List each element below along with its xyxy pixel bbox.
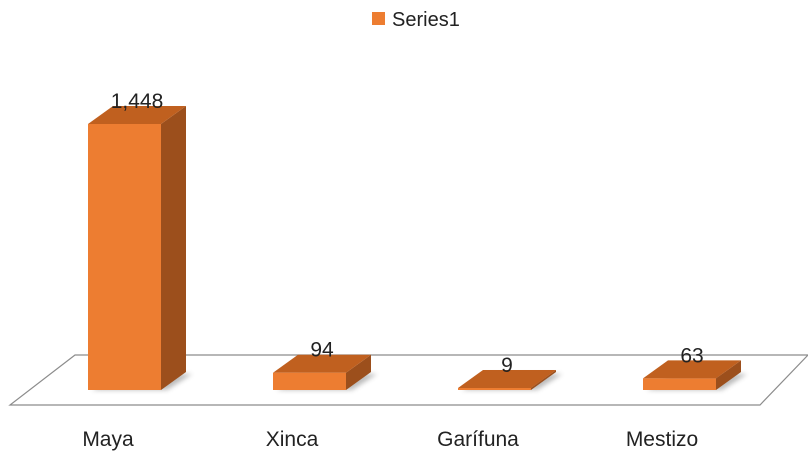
bar-garífuna bbox=[458, 370, 562, 390]
data-label: 63 bbox=[680, 344, 703, 367]
bars-layer bbox=[88, 106, 747, 390]
data-label: 1,448 bbox=[111, 90, 164, 113]
bar-side bbox=[161, 106, 186, 390]
bar-front bbox=[643, 378, 716, 390]
labels-layer: 1,448 Maya 94 Xinca 9 Garífuna 63 Mestizo bbox=[82, 90, 703, 451]
bar-top bbox=[643, 360, 741, 379]
legend: Series1 bbox=[372, 9, 460, 31]
bar-front bbox=[458, 388, 531, 390]
data-label: 94 bbox=[310, 339, 334, 362]
bar-side bbox=[531, 370, 556, 390]
bar-xinca bbox=[273, 354, 377, 390]
category-label: Mestizo bbox=[626, 428, 698, 451]
bar-maya bbox=[88, 106, 192, 390]
legend-label: Series1 bbox=[392, 9, 460, 31]
bar-top bbox=[273, 354, 371, 373]
legend-swatch bbox=[372, 12, 385, 25]
chart-floor bbox=[8, 354, 808, 406]
bar-front bbox=[88, 124, 161, 390]
category-label: Xinca bbox=[266, 428, 319, 451]
bar-side bbox=[346, 354, 371, 390]
bar-mestizo bbox=[643, 360, 747, 390]
bar-top bbox=[88, 106, 186, 124]
bar-front bbox=[273, 372, 346, 390]
bar-top bbox=[458, 370, 556, 388]
category-label: Garífuna bbox=[437, 428, 519, 451]
category-label: Maya bbox=[82, 428, 134, 451]
bar-side bbox=[716, 360, 741, 390]
data-label: 9 bbox=[501, 354, 513, 377]
